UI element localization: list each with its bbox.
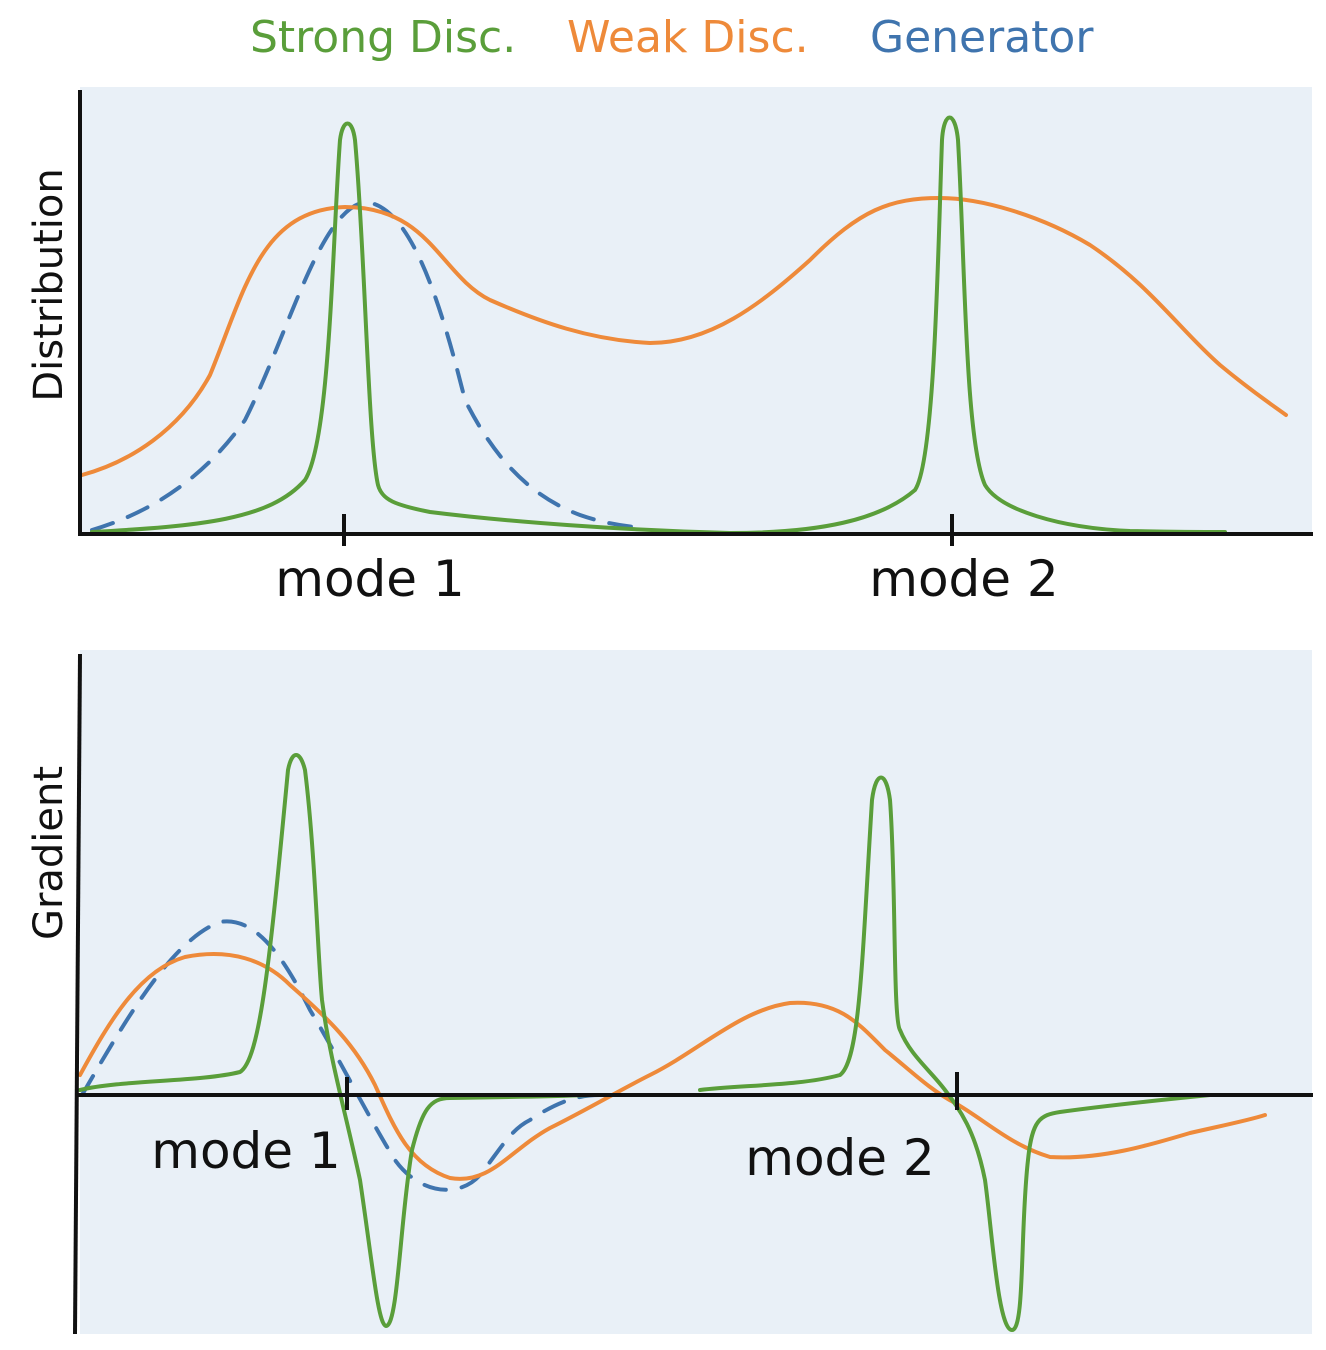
legend: Strong Disc. Weak Disc. Generator bbox=[250, 12, 1094, 63]
gradient-mode-2-label: mode 2 bbox=[745, 1129, 935, 1187]
distribution-mode-2-label: mode 2 bbox=[869, 550, 1059, 608]
distribution-generator-curve bbox=[90, 200, 647, 532]
distribution-panel-background bbox=[80, 87, 1312, 534]
gradient-mode-1-label: mode 1 bbox=[151, 1122, 341, 1180]
distribution-panel: Distribution mode 1 mode 2 bbox=[26, 87, 1313, 608]
distribution-mode-1-label: mode 1 bbox=[275, 550, 465, 608]
legend-generator: Generator bbox=[870, 12, 1094, 63]
distribution-ylabel: Distribution bbox=[26, 168, 72, 401]
gradient-generator-curve bbox=[80, 919, 602, 1192]
gradient-strong-disc-curve bbox=[78, 753, 1212, 1332]
distribution-weak-disc-curve bbox=[80, 196, 1288, 477]
gradient-panel: Gradient mode 1 mode 2 bbox=[26, 650, 1313, 1335]
gradient-y-axis bbox=[73, 653, 82, 1335]
gradient-ylabel: Gradient bbox=[26, 766, 72, 940]
gradient-panel-background bbox=[80, 650, 1312, 1334]
gradient-weak-disc-curve bbox=[78, 952, 1267, 1181]
legend-strong-disc: Strong Disc. bbox=[250, 12, 516, 63]
legend-weak-disc: Weak Disc. bbox=[567, 12, 809, 63]
